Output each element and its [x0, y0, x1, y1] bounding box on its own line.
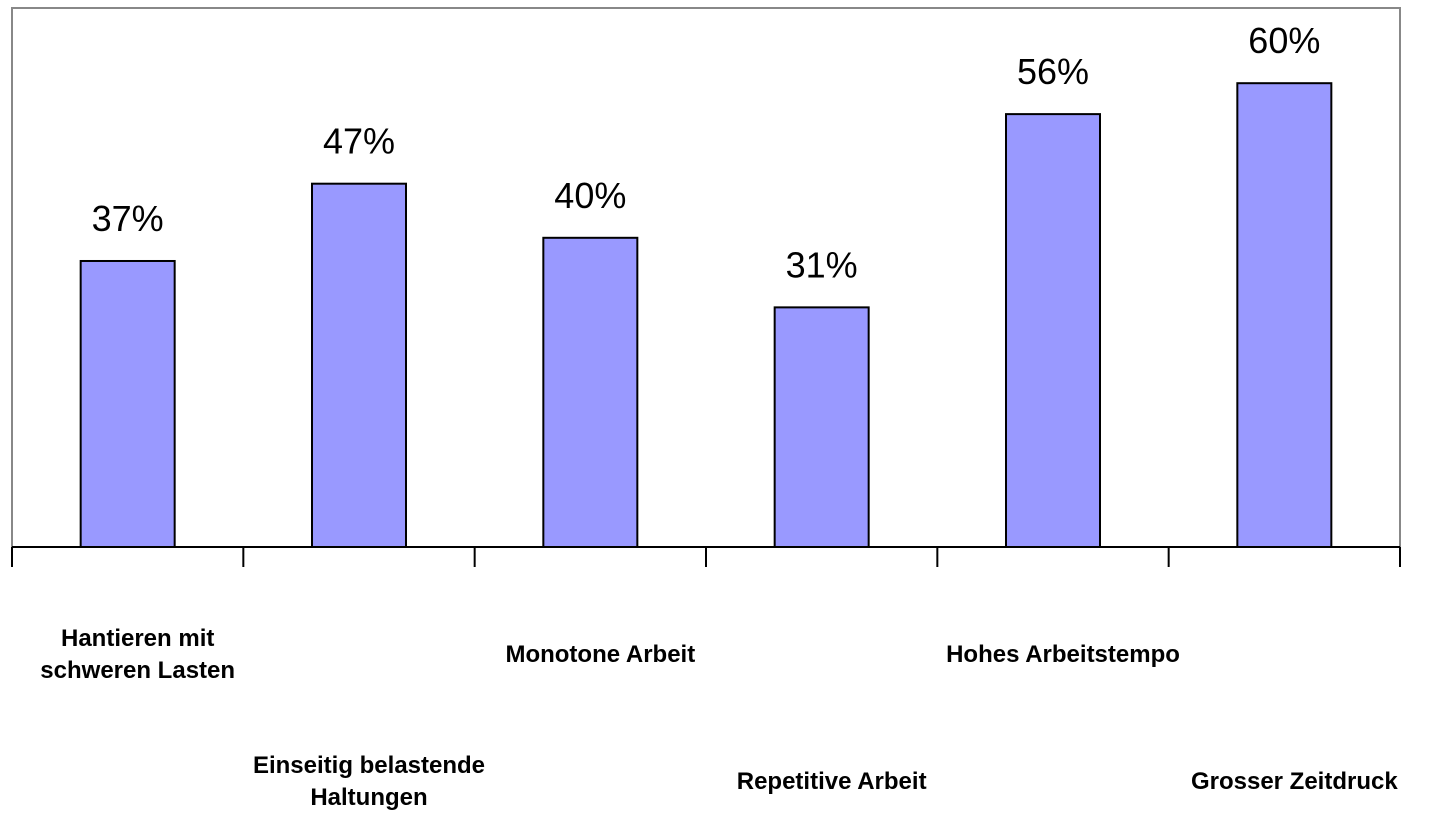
- x-tick-label: Repetitive Arbeit: [736, 768, 927, 795]
- x-tick-label: Hantieren mit schweren Lasten: [40, 625, 236, 684]
- bar: [311, 182, 407, 548]
- bar: [542, 236, 639, 549]
- x-tick-label: Monotone Arbeit: [505, 641, 696, 668]
- value-label: 31%: [786, 244, 858, 285]
- bar: [79, 259, 176, 548]
- bar: [773, 306, 870, 548]
- value-label: 47%: [323, 121, 395, 162]
- value-label: 56%: [1017, 51, 1089, 92]
- x-tick-label: Einseitig belastende Haltungen: [252, 752, 486, 811]
- x-tick-label: Hohes Arbeitstempo: [946, 641, 1180, 668]
- value-label: 37%: [92, 198, 164, 239]
- value-label: 60%: [1248, 20, 1320, 61]
- plot-frame: [11, 7, 1401, 547]
- x-tick-label: Grosser Zeitdruck: [1190, 768, 1398, 795]
- bar: [1236, 82, 1333, 548]
- value-label: 40%: [554, 175, 626, 216]
- bar: [1005, 113, 1101, 549]
